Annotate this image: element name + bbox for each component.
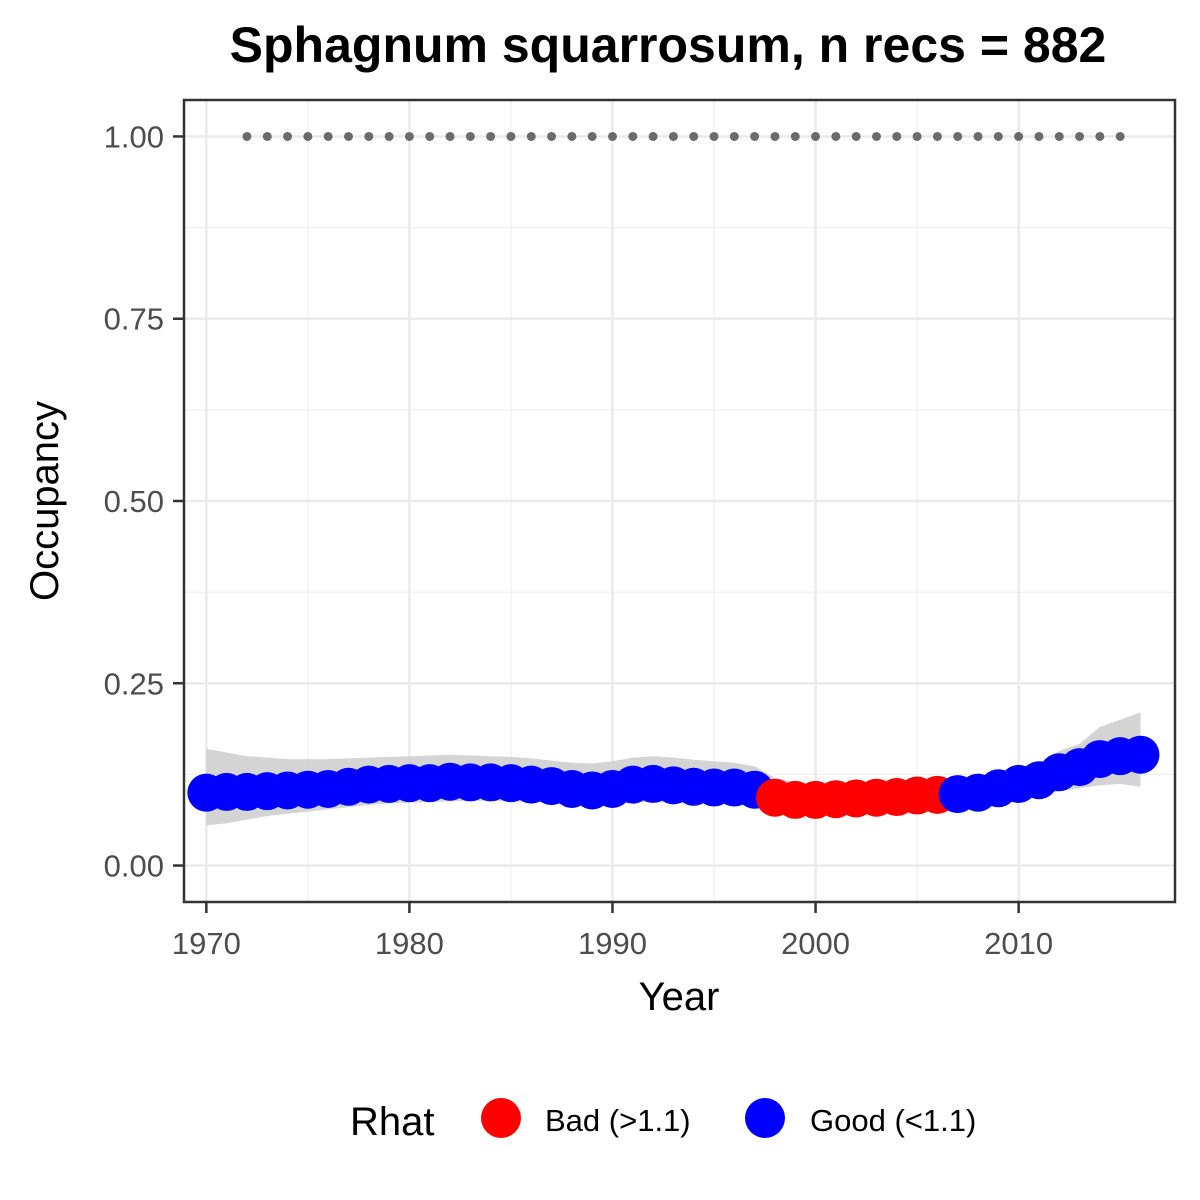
reference-point: [1095, 131, 1105, 141]
reference-point: [587, 131, 597, 141]
reference-point: [729, 131, 739, 141]
reference-point: [303, 131, 313, 141]
reference-point: [912, 131, 922, 141]
y-axis-title: Occupancy: [23, 401, 67, 601]
reference-point: [668, 131, 678, 141]
reference-point: [1115, 131, 1125, 141]
y-tick-label: 0.75: [104, 302, 164, 337]
x-axis-ticks: 1970 1980 1990 2000 2010: [172, 902, 1053, 961]
reference-point: [425, 131, 435, 141]
x-tick-label: 1990: [578, 926, 647, 961]
reference-point: [343, 131, 353, 141]
reference-point: [547, 131, 557, 141]
reference-point: [790, 131, 800, 141]
reference-point: [1034, 131, 1044, 141]
reference-point: [465, 131, 475, 141]
reference-point: [628, 131, 638, 141]
reference-point: [1014, 131, 1024, 141]
x-tick-label: 2010: [984, 926, 1053, 961]
reference-point: [871, 131, 881, 141]
reference-point: [770, 131, 780, 141]
reference-point: [445, 131, 455, 141]
reference-point: [262, 131, 272, 141]
y-tick-label: 1.00: [104, 119, 164, 154]
reference-points: [242, 131, 1125, 141]
reference-point: [364, 131, 374, 141]
x-tick-label: 2000: [781, 926, 850, 961]
reference-point: [384, 131, 394, 141]
legend: Rhat Bad (>1.1) Good (<1.1): [350, 1098, 976, 1144]
reference-point: [283, 131, 293, 141]
reference-point: [526, 131, 536, 141]
occupancy-point-good: [1121, 735, 1160, 774]
reference-point: [851, 131, 861, 141]
legend-label-good: Good (<1.1): [810, 1103, 976, 1138]
reference-point: [953, 131, 963, 141]
x-axis-title: Year: [639, 975, 720, 1019]
y-axis-ticks: 0.00 0.25 0.50 0.75 1.00: [104, 119, 184, 884]
reference-point: [993, 131, 1003, 141]
reference-point: [709, 131, 719, 141]
legend-title: Rhat: [350, 1100, 435, 1144]
reference-point: [486, 131, 496, 141]
reference-point: [973, 131, 983, 141]
reference-point: [831, 131, 841, 141]
occupancy-points: [187, 735, 1160, 819]
x-tick-label: 1980: [375, 926, 444, 961]
reference-point: [323, 131, 333, 141]
reference-point: [648, 131, 658, 141]
legend-swatch-bad: [481, 1098, 521, 1138]
legend-swatch-good: [745, 1098, 785, 1138]
reference-point: [750, 131, 760, 141]
y-tick-label: 0.25: [104, 666, 164, 701]
reference-point: [892, 131, 902, 141]
reference-point: [1054, 131, 1064, 141]
x-tick-label: 1970: [172, 926, 241, 961]
reference-point: [242, 131, 252, 141]
reference-point: [1075, 131, 1085, 141]
reference-point: [506, 131, 516, 141]
chart-title: Sphagnum squarrosum, n recs = 882: [230, 17, 1107, 73]
reference-point: [607, 131, 617, 141]
legend-label-bad: Bad (>1.1): [545, 1103, 691, 1138]
reference-point: [567, 131, 577, 141]
reference-point: [689, 131, 699, 141]
y-tick-label: 0.00: [104, 849, 164, 884]
reference-point: [404, 131, 414, 141]
y-tick-label: 0.50: [104, 484, 164, 519]
reference-point: [932, 131, 942, 141]
reference-point: [811, 131, 821, 141]
